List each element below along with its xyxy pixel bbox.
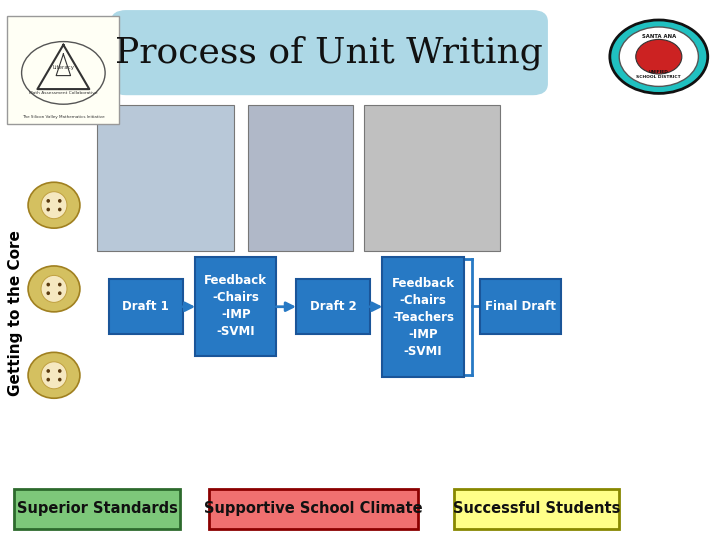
Ellipse shape (41, 192, 67, 219)
Ellipse shape (28, 266, 80, 312)
Ellipse shape (47, 378, 50, 381)
FancyBboxPatch shape (97, 105, 234, 251)
Ellipse shape (47, 283, 50, 286)
Ellipse shape (47, 292, 50, 295)
FancyBboxPatch shape (112, 11, 547, 94)
Text: Process of Unit Writing: Process of Unit Writing (115, 35, 543, 70)
Text: Superior Standards: Superior Standards (17, 502, 178, 516)
Ellipse shape (58, 283, 62, 286)
FancyBboxPatch shape (14, 489, 180, 529)
Text: Feedback
-Chairs
-Teachers
-IMP
-SVMI: Feedback -Chairs -Teachers -IMP -SVMI (392, 276, 454, 357)
Ellipse shape (28, 183, 80, 228)
Ellipse shape (58, 378, 62, 381)
Ellipse shape (47, 369, 50, 373)
Text: Feedback
-Chairs
-IMP
-SVMI: Feedback -Chairs -IMP -SVMI (204, 274, 267, 339)
Ellipse shape (28, 353, 80, 399)
FancyBboxPatch shape (382, 257, 464, 377)
Text: Supportive School Climate: Supportive School Climate (204, 502, 423, 516)
Circle shape (636, 39, 682, 74)
Ellipse shape (47, 199, 50, 202)
Text: SANTA ANA: SANTA ANA (642, 34, 676, 39)
FancyBboxPatch shape (364, 105, 500, 251)
FancyBboxPatch shape (480, 279, 561, 334)
Ellipse shape (58, 199, 62, 202)
Ellipse shape (41, 275, 67, 302)
Circle shape (619, 27, 698, 86)
FancyBboxPatch shape (109, 279, 183, 334)
FancyBboxPatch shape (296, 279, 370, 334)
Circle shape (610, 20, 708, 93)
Ellipse shape (41, 362, 67, 389)
Ellipse shape (58, 207, 62, 211)
Text: The Silicon Valley Mathematics Initiative: The Silicon Valley Mathematics Initiativ… (22, 115, 104, 119)
Text: Final Draft: Final Draft (485, 300, 556, 313)
Text: Successful Students: Successful Students (453, 502, 620, 516)
Ellipse shape (58, 292, 62, 295)
FancyBboxPatch shape (209, 489, 418, 529)
FancyBboxPatch shape (195, 257, 276, 356)
Text: Literacy: Literacy (53, 65, 74, 70)
FancyBboxPatch shape (7, 16, 119, 124)
Text: Draft 1: Draft 1 (122, 300, 169, 313)
Text: UNIFIED
SCHOOL DISTRICT: UNIFIED SCHOOL DISTRICT (636, 70, 681, 79)
FancyBboxPatch shape (454, 489, 619, 529)
Text: Math Assessment Collaborative: Math Assessment Collaborative (29, 91, 98, 96)
Ellipse shape (58, 369, 62, 373)
Text: Getting to the Core: Getting to the Core (9, 230, 23, 396)
Ellipse shape (47, 207, 50, 211)
Text: Draft 2: Draft 2 (310, 300, 356, 313)
FancyBboxPatch shape (248, 105, 353, 251)
